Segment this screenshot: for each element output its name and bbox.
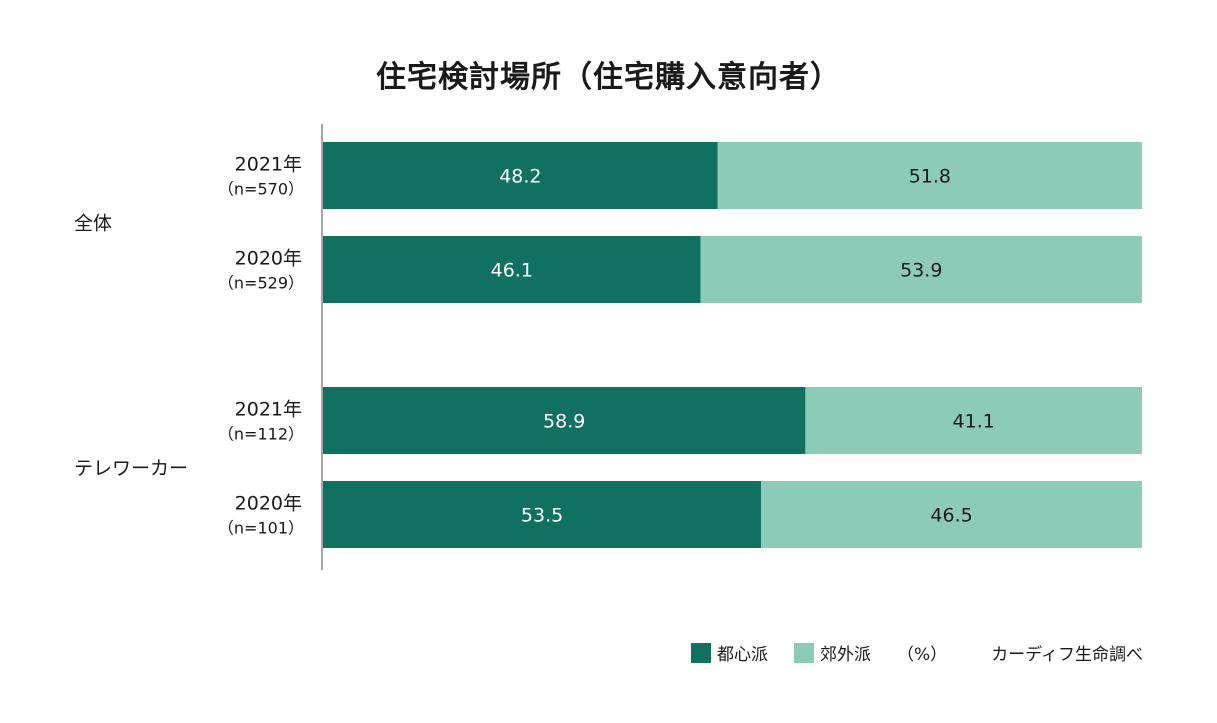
bar-value-label: 53.9 — [900, 260, 942, 282]
unit-label: （%） — [897, 645, 948, 665]
group-label: テレワーカー — [74, 458, 188, 480]
legend: 都心派 郊外派 （%） カーディフ生命調べ — [691, 640, 1143, 665]
bar-segment-suburban — [717, 142, 1142, 209]
source-label: カーディフ生命調べ — [991, 645, 1143, 665]
legend-label-urban: 都心派 — [717, 645, 769, 665]
row-year-label: 2021年 — [235, 399, 302, 421]
bar-value-label: 46.1 — [491, 260, 533, 282]
legend-item-suburban: 郊外派 — [794, 640, 871, 665]
row-n-label: （n=112） — [218, 425, 304, 444]
bar-segment-urban — [323, 481, 762, 548]
bar-value-label: 53.5 — [521, 505, 563, 527]
group-label: 全体 — [74, 213, 112, 235]
legend-item-urban: 都心派 — [691, 640, 768, 665]
row-n-label: （n=529） — [218, 274, 304, 293]
bar-segment-suburban — [700, 236, 1142, 303]
row-year-label: 2021年 — [235, 154, 302, 176]
bar-value-label: 41.1 — [953, 411, 995, 433]
legend-label-suburban: 郊外派 — [820, 645, 872, 665]
row-year-label: 2020年 — [235, 493, 302, 515]
legend-swatch-suburban — [794, 642, 815, 663]
row-n-label: （n=570） — [218, 180, 304, 199]
row-n-label: （n=101） — [218, 519, 304, 538]
bar-value-label: 58.9 — [543, 411, 585, 433]
row-year-label: 2020年 — [235, 248, 302, 270]
bar-segment-urban — [323, 387, 806, 454]
bar-segment-suburban — [805, 387, 1142, 454]
bar-value-label: 46.5 — [930, 505, 972, 527]
bar-value-label: 48.2 — [499, 166, 541, 188]
bar-segment-urban — [323, 236, 701, 303]
bar-segment-urban — [323, 142, 718, 209]
bar-segment-suburban — [761, 481, 1142, 548]
bar-value-label: 51.8 — [909, 166, 951, 188]
chart-title: 住宅検討場所（住宅購入意向者） — [376, 60, 841, 95]
legend-swatch-urban — [691, 642, 712, 663]
